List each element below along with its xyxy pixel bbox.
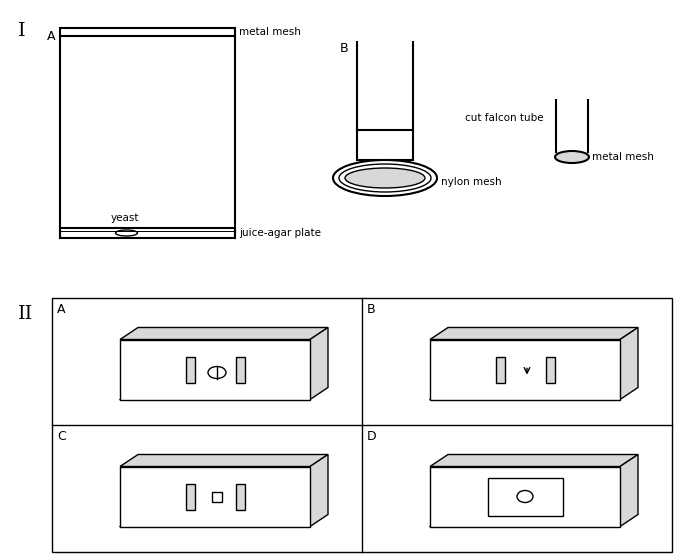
Bar	[186, 483, 195, 510]
Ellipse shape	[517, 491, 533, 502]
Text: B: B	[367, 303, 376, 316]
Text: metal mesh: metal mesh	[239, 27, 301, 37]
Bar	[496, 356, 505, 383]
Text: C: C	[57, 430, 66, 443]
Bar	[545, 356, 554, 383]
Polygon shape	[620, 328, 638, 399]
Text: I: I	[18, 22, 26, 40]
Polygon shape	[120, 328, 328, 340]
Polygon shape	[620, 455, 638, 526]
Text: II: II	[18, 305, 34, 323]
Polygon shape	[120, 340, 310, 399]
Ellipse shape	[333, 160, 437, 196]
Bar	[212, 491, 222, 501]
Bar	[60, 28, 235, 36]
Polygon shape	[430, 328, 638, 340]
Text: juice-agar plate: juice-agar plate	[239, 228, 321, 238]
Bar	[52, 298, 672, 552]
Bar	[60, 228, 235, 238]
Polygon shape	[310, 455, 328, 526]
Bar	[357, 130, 413, 160]
Text: metal mesh: metal mesh	[592, 152, 654, 162]
Polygon shape	[120, 467, 310, 526]
Ellipse shape	[208, 367, 226, 379]
Text: D: D	[367, 430, 377, 443]
Bar	[487, 477, 563, 515]
Ellipse shape	[345, 168, 425, 188]
Text: cut falcon tube: cut falcon tube	[465, 113, 544, 123]
Polygon shape	[430, 455, 638, 467]
Polygon shape	[120, 455, 328, 467]
Text: A: A	[57, 303, 66, 316]
Ellipse shape	[339, 164, 431, 192]
Text: B: B	[340, 42, 349, 55]
Polygon shape	[310, 328, 328, 399]
Text: A: A	[46, 30, 55, 43]
Text: nylon mesh: nylon mesh	[441, 177, 502, 187]
Bar	[235, 356, 244, 383]
Text: yeast: yeast	[111, 213, 139, 223]
Bar	[235, 483, 244, 510]
Ellipse shape	[555, 151, 589, 163]
Ellipse shape	[116, 230, 137, 236]
Polygon shape	[430, 467, 620, 526]
Bar	[186, 356, 195, 383]
Polygon shape	[430, 340, 620, 399]
